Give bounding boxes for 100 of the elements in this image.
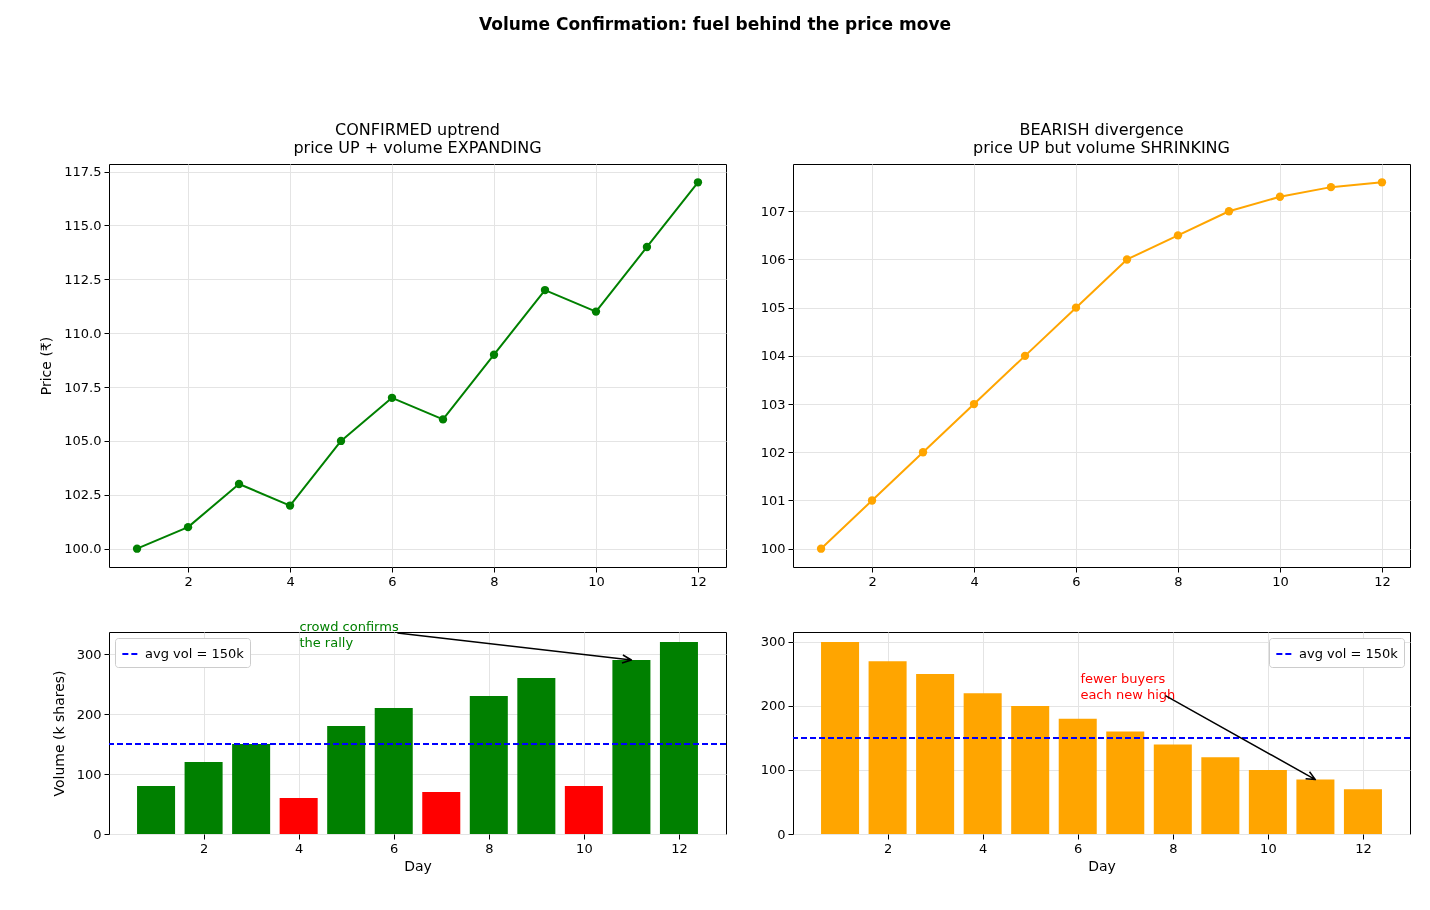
x-axis-title: Day [404, 857, 432, 874]
y-axis-title: Volume (k shares) [50, 670, 67, 797]
point [1122, 255, 1132, 264]
bar [232, 744, 271, 834]
bar [422, 792, 461, 834]
point [1173, 231, 1183, 240]
x-tick-label: 2 [868, 573, 877, 589]
x-tick-label: 10 [588, 573, 605, 589]
x-tick-label: 8 [1169, 840, 1178, 856]
x-tick-label: 8 [485, 840, 494, 856]
x-tick-label: 12 [1374, 573, 1391, 589]
point [591, 307, 601, 316]
x-tick-label: 4 [970, 573, 979, 589]
y-tick-label: 107.5 [64, 379, 102, 395]
legend-label: avg vol = 150k [145, 646, 245, 661]
bar [659, 642, 698, 834]
x-tick-label: 6 [1074, 840, 1083, 856]
y-tick-label: 300 [760, 634, 786, 650]
point [489, 350, 499, 359]
x-axis-title: Day [1088, 857, 1116, 874]
bar [469, 696, 508, 834]
x-tick-label: 6 [390, 840, 399, 856]
y-tick-label: 102.5 [64, 487, 102, 503]
point [1377, 178, 1387, 187]
y-tick-label: 0 [777, 826, 786, 842]
bar [916, 673, 955, 834]
annotation: crowd confirms the rally [299, 619, 399, 651]
bar [1296, 779, 1335, 834]
y-tick-label: 112.5 [64, 271, 102, 287]
bar [963, 693, 1002, 834]
y-tick-label: 100 [760, 541, 786, 557]
legend-label: avg vol = 150k [1299, 646, 1399, 661]
x-tick-label: 4 [295, 840, 304, 856]
y-tick-label: 300 [76, 646, 102, 662]
y-tick-label: 105 [760, 300, 786, 316]
bar [374, 708, 413, 834]
y-tick-label: 104 [760, 348, 786, 364]
point [867, 496, 877, 505]
y-tick-label: 100 [76, 766, 102, 782]
y-tick-label: 102 [760, 444, 786, 460]
x-tick-label: 4 [286, 573, 295, 589]
y-tick-label: 200 [76, 706, 102, 722]
bar [327, 726, 366, 834]
y-tick-label: 200 [760, 698, 786, 714]
bar [564, 786, 603, 834]
point [642, 242, 652, 252]
x-tick-label: 12 [690, 573, 707, 589]
x-tick-label: 2 [883, 840, 893, 856]
point [918, 448, 928, 457]
chart-title: BEARISH divergence price UP but volume SHRINKING [973, 120, 1230, 157]
point [693, 178, 703, 187]
point [1224, 207, 1234, 216]
bar [1248, 769, 1287, 834]
bar [279, 798, 318, 834]
bar [184, 762, 223, 834]
x-tick-label: 10 [1260, 840, 1277, 856]
point [1020, 351, 1030, 361]
point [540, 285, 550, 295]
x-tick-label: 12 [671, 840, 688, 856]
x-tick-label: 8 [1174, 573, 1183, 589]
point [1275, 192, 1285, 201]
point [438, 415, 448, 424]
y-tick-label: 100 [760, 762, 786, 778]
point [1071, 303, 1081, 312]
x-tick-label: 12 [1355, 840, 1372, 856]
point [234, 479, 244, 489]
y-tick-label: 101 [760, 492, 786, 508]
point [183, 522, 193, 532]
bar [1058, 718, 1097, 834]
x-tick-label: 6 [1072, 573, 1081, 589]
text: Volume Confirmation: fuel behind the price move [478, 14, 952, 34]
x-tick-label: 10 [576, 840, 593, 856]
bar [1106, 731, 1145, 834]
point [969, 399, 979, 409]
point [387, 393, 397, 402]
x-tick-label: 6 [388, 573, 397, 589]
y-tick-label: 115.0 [64, 217, 102, 233]
x-tick-label: 10 [1272, 573, 1289, 589]
point [1326, 182, 1336, 192]
bar [1153, 744, 1192, 834]
y-tick-label: 110.0 [64, 325, 102, 341]
chart-title: CONFIRMED uptrend price UP + volume EXPANDING [293, 120, 542, 157]
bar [821, 641, 860, 834]
x-tick-label: 8 [490, 573, 499, 589]
y-tick-label: 0 [93, 826, 102, 842]
y-tick-label: 107 [760, 203, 786, 219]
y-tick-label: 100.0 [64, 541, 102, 557]
x-tick-label: 2 [199, 840, 209, 856]
annotation: fewer buyers each new high [1080, 670, 1176, 702]
bar [1201, 757, 1240, 834]
bar [1343, 789, 1382, 834]
y-tick-label: 105.0 [64, 433, 102, 449]
bar [612, 660, 651, 834]
y-axis-title: Price (₹) [38, 336, 55, 396]
y-tick-label: 103 [760, 396, 786, 412]
point [132, 544, 142, 553]
point [816, 544, 826, 553]
bar [868, 661, 907, 834]
x-tick-label: 2 [184, 573, 193, 589]
x-tick-label: 4 [979, 840, 988, 856]
